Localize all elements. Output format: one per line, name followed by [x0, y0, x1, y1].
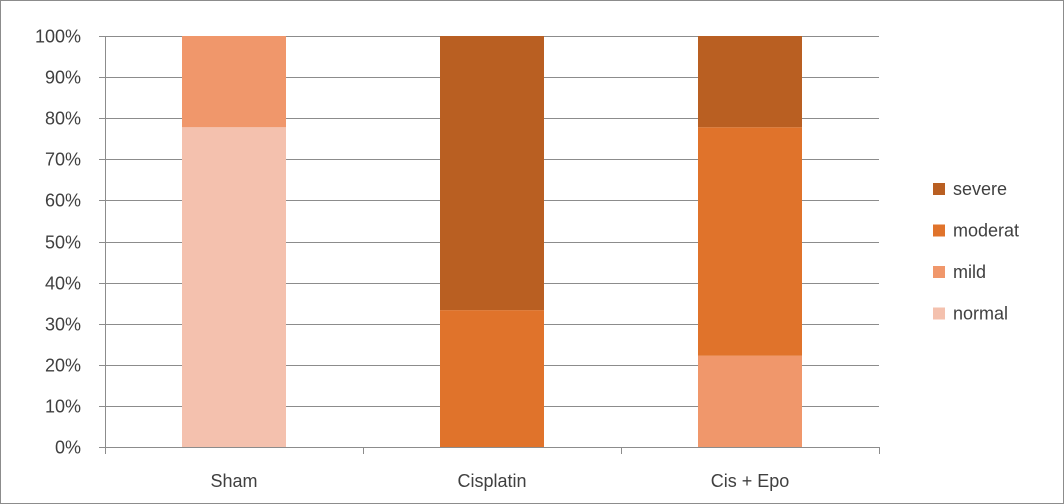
x-tick-labels: Sham Cisplatin Cis + Epo [210, 471, 789, 491]
bar-segment-normal [182, 127, 286, 447]
y-tick-label: 20% [45, 356, 81, 376]
legend: severe moderat mild normal [933, 179, 1019, 324]
bar-segment-mild [182, 36, 286, 128]
bar-segment-moderat [440, 310, 544, 447]
legend-label-mild: mild [953, 262, 986, 282]
y-tick-label: 100% [35, 27, 81, 47]
y-tick-label: 30% [45, 315, 81, 335]
legend-swatch-moderat [933, 224, 945, 237]
y-tick-labels: 0% 10% 20% 30% 40% 50% 60% 70% 80% 90% 100% [35, 27, 81, 458]
y-tick-label: 80% [45, 109, 81, 129]
legend-swatch-normal [933, 307, 945, 320]
bar-segment-moderat [698, 127, 802, 356]
x-tick-label: Sham [210, 471, 257, 491]
legend-label-severe: severe [953, 179, 1007, 199]
y-tick-label: 70% [45, 150, 81, 170]
bars [182, 36, 802, 447]
legend-swatch-mild [933, 266, 945, 278]
x-tick-label: Cis + Epo [711, 471, 790, 491]
bar-segment-severe [440, 36, 544, 311]
y-tick-label: 0% [55, 438, 81, 458]
y-tick-label: 40% [45, 274, 81, 294]
y-tick-label: 60% [45, 191, 81, 211]
legend-label-normal: normal [953, 304, 1008, 324]
x-tick-label: Cisplatin [457, 471, 526, 491]
y-tick-label: 50% [45, 233, 81, 253]
legend-swatch-severe [933, 183, 945, 195]
y-tick-label: 10% [45, 397, 81, 417]
axes [105, 36, 880, 454]
legend-label-moderat: moderat [953, 221, 1019, 241]
bar-segment-severe [698, 36, 802, 128]
bar-segment-mild [698, 355, 802, 447]
y-tick-label: 90% [45, 68, 81, 88]
